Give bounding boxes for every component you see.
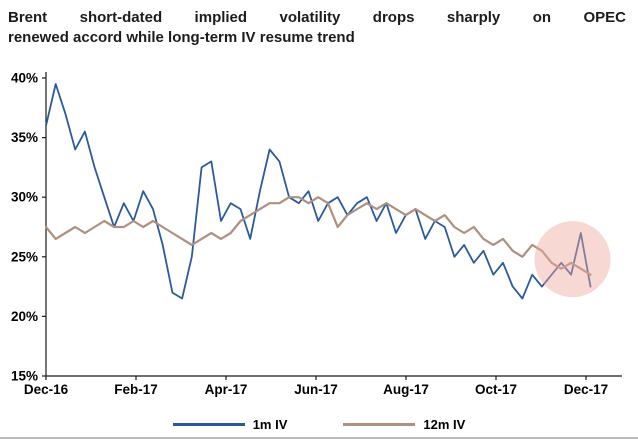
y-tick-label: 20% [11, 308, 38, 323]
legend-label-1m-iv: 1m IV [252, 416, 288, 432]
legend-label-12m-iv: 12m IV [423, 416, 466, 432]
legend-line-sample-1m-iv [172, 422, 245, 426]
bottom-divider [0, 437, 638, 439]
figure-title: Brent short-dated implied volatility dro… [0, 0, 638, 48]
x-tick-label: Dec-16 [24, 382, 69, 397]
chart-area: 15% 20% 25% 30% 35% 40% Dec-16 Feb-17 Apr-17 Jun-… [0, 54, 638, 417]
chart-legend: 1m IV 12m IV [0, 417, 638, 432]
volatility-line-chart: 15% 20% 25% 30% 35% 40% Dec-16 Feb-17 Apr-17 Jun-… [11, 70, 622, 397]
x-tick-label: Dec-17 [564, 382, 608, 397]
series-line-1m-iv [45, 82, 592, 299]
highlight-circle [534, 220, 611, 297]
y-tick-label: 30% [11, 189, 38, 204]
x-tick-label: Aug-17 [383, 382, 429, 397]
x-tick-label: Oct-17 [475, 382, 517, 397]
series-line-12m-iv [44, 195, 592, 276]
figure-title-line-2: renewed accord while long-term IV resume… [8, 28, 355, 46]
legend-line-sample-12m-iv [343, 422, 416, 426]
legend-item-1m-iv: 1m IV [172, 416, 288, 432]
x-tick-label: Apr-17 [205, 382, 248, 397]
legend-item-12m-iv: 12m IV [343, 417, 465, 432]
y-tick-label: 25% [11, 249, 38, 264]
y-tick-label: 35% [11, 130, 38, 145]
x-tick-label: Jun-17 [294, 382, 338, 397]
y-tick-label: 15% [11, 368, 38, 383]
figure-title-line-1: Brent short-dated implied volatility dro… [8, 9, 626, 26]
x-tick-label: Feb-17 [114, 382, 158, 397]
y-tick-label: 40% [11, 70, 38, 85]
